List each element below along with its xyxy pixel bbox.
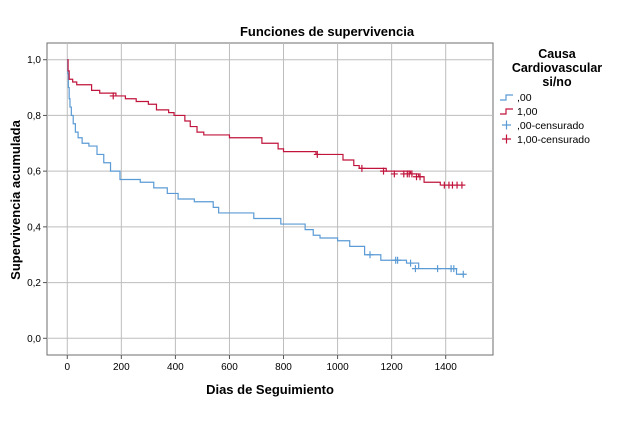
censor-marks — [109, 92, 467, 278]
y-axis-label: Supervivencia acumulada — [8, 119, 23, 279]
legend-entry-label: 1,00-censurado — [517, 134, 590, 146]
legend-line-symbol — [500, 94, 513, 101]
legend: Causa Cardiovascular si/no ,00 1,00 ,00-ce… — [500, 47, 602, 146]
censor-mark — [366, 251, 374, 259]
y-axis-ticks: 0,0 0,2 0,4 0,6 0,8 1,0 — [27, 55, 47, 345]
x-tick-label: 800 — [275, 362, 292, 373]
censor-mark — [313, 150, 321, 158]
legend-plus-symbol — [502, 134, 511, 144]
x-tick-label: 1400 — [435, 362, 458, 373]
x-tick-label: 1000 — [326, 362, 349, 373]
y-tick-label: 0,8 — [27, 111, 41, 122]
censor-mark — [394, 256, 402, 264]
legend-title-line-3: si/no — [542, 75, 572, 89]
legend-line-symbol — [500, 108, 513, 115]
x-tick-label: 600 — [221, 362, 238, 373]
censor-mark — [390, 170, 398, 178]
censor-mark — [380, 167, 388, 175]
legend-entries: ,00 1,00 ,00-censurado 1,00-censurado — [500, 92, 590, 146]
y-tick-label: 0,0 — [27, 334, 41, 345]
censor-mark — [109, 92, 117, 100]
x-tick-label: 200 — [113, 362, 130, 373]
grid-lines — [47, 43, 493, 355]
x-tick-label: 400 — [167, 362, 184, 373]
y-tick-label: 0,6 — [27, 167, 41, 178]
y-tick-label: 0,4 — [27, 222, 41, 233]
legend-title-line-2: Cardiovascular — [512, 61, 602, 75]
legend-plus-symbol — [502, 120, 511, 130]
series-layer — [67, 59, 465, 275]
legend-entry-label: 1,00 — [517, 106, 538, 118]
censor-mark — [408, 170, 416, 178]
series-line-0 — [67, 59, 465, 275]
y-tick-label: 0,2 — [27, 278, 41, 289]
censor-mark — [407, 259, 415, 267]
chart-title: Funciones de supervivencia — [240, 24, 415, 39]
censor-mark — [450, 265, 458, 273]
censor-mark — [411, 265, 419, 273]
series-line-1 — [67, 59, 465, 186]
legend-title-line-1: Causa — [538, 47, 577, 61]
x-axis-label: Dias de Seguimiento — [206, 382, 334, 397]
legend-entry-label: ,00 — [517, 92, 532, 104]
censor-mark — [358, 164, 366, 172]
x-tick-label: 0 — [64, 362, 70, 373]
plot-area — [46, 42, 494, 356]
censor-mark — [458, 181, 466, 189]
censor-mark — [459, 270, 467, 278]
censor-mark — [434, 265, 442, 273]
legend-entry-label: ,00-censurado — [517, 120, 584, 132]
x-axis-ticks: 0 200 400 600 800 1000 1200 1400 — [64, 355, 457, 373]
x-tick-label: 1200 — [381, 362, 404, 373]
censor-mark — [416, 173, 424, 181]
y-tick-label: 1,0 — [27, 55, 41, 66]
